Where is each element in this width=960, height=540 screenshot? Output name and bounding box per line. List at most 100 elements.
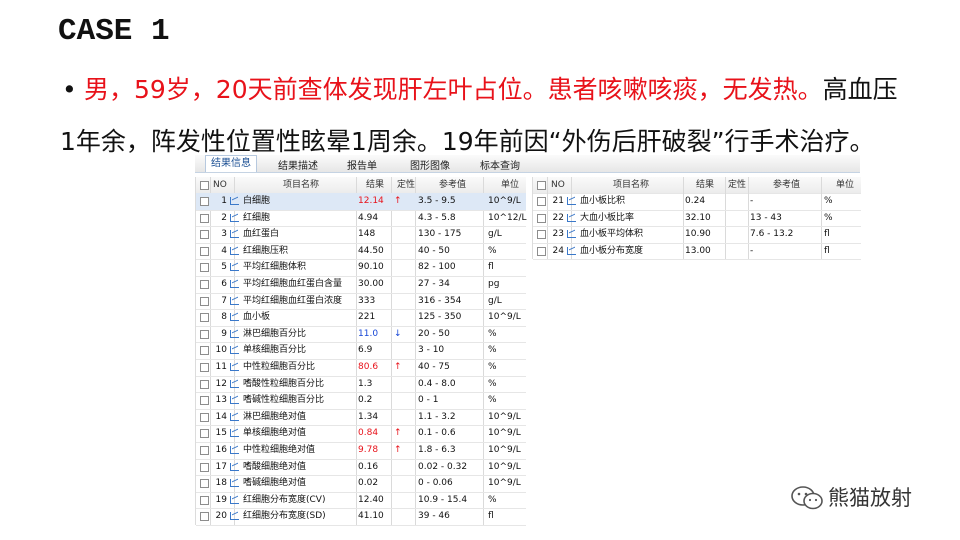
item-name: 血小板分布宽度 <box>580 245 644 256</box>
unit: % <box>824 212 833 223</box>
checkbox[interactable] <box>537 246 546 256</box>
chart-icon <box>567 213 576 222</box>
table-row[interactable]: 13 嗜碱性粒细胞百分比 0.2 0 - 1% <box>196 392 526 410</box>
tab-bar: 结果信息 结果描述 报告单 图形图像 标本查询 <box>195 155 860 173</box>
table-row[interactable]: 6 平均红细胞血红蛋白含量 30.00 27 - 34 pg <box>196 276 526 294</box>
item-name: 嗜碱性粒细胞百分比 <box>243 395 325 406</box>
table-row[interactable]: 5 平均红细胞体积 90.10 82 - 100 fl <box>196 259 526 277</box>
checkbox[interactable] <box>537 197 546 206</box>
checkbox[interactable] <box>200 197 209 206</box>
table-row[interactable]: 15 单核细胞绝对值 0.84 ↑ 0.1 - 0.6 10^9/L <box>196 425 526 443</box>
table-row[interactable]: 1 白细胞 12.14 ↑ 3.5 - 9.5 10^9/L <box>196 193 526 211</box>
checkbox[interactable] <box>537 181 546 190</box>
unit: 10^9/L <box>488 445 521 455</box>
table-row[interactable]: 8 血小板 221 125 - 350 10^9/L <box>196 309 526 327</box>
reference-range: 1.8 - 6.3 <box>418 445 456 455</box>
chart-icon <box>230 346 239 355</box>
checkbox[interactable] <box>200 446 209 455</box>
checkbox[interactable] <box>537 230 546 240</box>
chart-icon <box>230 446 239 454</box>
table-row[interactable]: 2 红细胞 4.94 4.3 - 5.8 10^12/L <box>196 210 527 228</box>
unit: % <box>488 378 497 389</box>
row-number: 8 <box>221 312 227 323</box>
chart-icon <box>230 213 239 222</box>
checkbox[interactable] <box>200 280 209 289</box>
result-value: 0.2 <box>358 395 373 406</box>
tab[interactable]: 报告单 <box>347 161 377 172</box>
reference-range: 316 - 354 <box>418 295 462 306</box>
checkbox[interactable] <box>200 379 209 389</box>
checkbox[interactable] <box>200 296 209 306</box>
item-name: 嗜酸性粒细胞百分比 <box>243 378 325 389</box>
tab[interactable]: 结果信息 <box>205 155 257 172</box>
table-row[interactable]: 14 淋巴细胞绝对值 1.34 1.1 - 3.2 10^9/L <box>196 409 526 427</box>
table-row[interactable]: 20 红细胞分布宽度(SD) 41.10 39 - 46 fl <box>196 508 526 526</box>
table-row[interactable]: 12 嗜酸性粒细胞百分比 1.3 0.4 - 8.0% <box>196 376 526 394</box>
item-name: 淋巴细胞百分比 <box>243 328 307 339</box>
table-row[interactable]: 18 嗜碱细胞绝对值 0.02 0 - 0.06 10^9/L <box>196 475 526 493</box>
reference-range: 130 - 175 <box>418 229 462 240</box>
unit: fl <box>488 262 494 273</box>
checkbox[interactable] <box>200 329 209 339</box>
item-name: 中性粒细胞百分比 <box>243 362 316 372</box>
reference-range: 13 - 43 <box>750 212 782 223</box>
body-text: 高血压1年余，阵发性位置性眩晕1周余。19年前因“外伤后肝破裂”行手术治疗。 <box>60 75 898 156</box>
checkbox[interactable] <box>200 263 209 273</box>
tab[interactable]: 结果描述 <box>278 161 318 172</box>
column-separator <box>356 177 357 525</box>
checkbox[interactable] <box>200 346 209 356</box>
checkbox[interactable] <box>200 512 209 522</box>
row-number: 4 <box>221 245 227 256</box>
result-value: 0.24 <box>685 196 706 206</box>
checkbox[interactable] <box>200 363 209 372</box>
table-row[interactable]: 23 血小板平均体积 10.90 7.6 - 13.2 fl <box>533 226 861 244</box>
table-row[interactable]: 11 中性粒细胞百分比 80.6 ↑ 40 - 75% <box>196 359 526 377</box>
table-row[interactable]: 10 单核细胞百分比 6.9 3 - 10% <box>196 342 526 360</box>
tab[interactable]: 图形图像 <box>410 161 450 172</box>
table-row[interactable]: 17 嗜酸细胞绝对值 0.16 0.02 - 0.32 10^9/L <box>196 459 526 477</box>
checkbox[interactable] <box>200 230 209 240</box>
table-row[interactable]: 9 淋巴细胞百分比 11.0 ↓ 20 - 50% <box>196 326 526 344</box>
chart-icon <box>230 479 239 488</box>
chart-icon <box>230 379 239 388</box>
table-row[interactable]: 24 血小板分布宽度 13.00 - fl <box>533 243 861 261</box>
checkbox[interactable] <box>200 429 209 439</box>
highlight-text: 男，59岁，20天前查体发现肝左叶占位。患者咳嗽咳痰，无发热。 <box>84 75 823 104</box>
table-row[interactable]: 22 大血小板比率 32.10 13 - 43% <box>533 210 861 228</box>
checkbox[interactable] <box>200 495 209 505</box>
checkbox[interactable] <box>200 313 209 323</box>
unit: 10^9/L <box>488 196 521 206</box>
result-table: NO 项目名称 结果 定性 参考值 单位 1 白细胞 12.14 ↑ 3.5 - 9.5 10^9/L… <box>195 177 527 526</box>
result-value: 6.9 <box>358 345 373 356</box>
table-row[interactable]: 7 平均红细胞血红蛋白浓度 333 316 - 354 g/L <box>196 293 526 311</box>
table-row[interactable]: 4 红细胞压积 44.50 40 - 50% <box>196 243 526 261</box>
checkbox[interactable] <box>200 246 209 256</box>
table-row[interactable]: 3 血红蛋白 148 130 - 175 g/L <box>196 226 526 244</box>
item-name: 红细胞 <box>243 212 271 223</box>
table-row[interactable]: 21 血小板比积 0.24 -% <box>533 193 861 211</box>
flag-arrow: ↑ <box>394 362 402 372</box>
reference-range: 7.6 - 13.2 <box>750 229 794 240</box>
table-row[interactable]: 16 中性粒细胞绝对值 9.78 ↑ 1.8 - 6.3 10^9/L <box>196 442 526 460</box>
row-number: 17 <box>215 461 227 472</box>
checkbox[interactable] <box>200 412 209 422</box>
table-row[interactable]: 19 红细胞分布宽度(CV) 12.40 10.9 - 15.4% <box>196 492 526 510</box>
checkbox[interactable] <box>537 213 546 223</box>
chart-icon <box>230 495 239 504</box>
unit: fl <box>488 511 494 522</box>
reference-range: 39 - 46 <box>418 511 450 522</box>
checkbox[interactable] <box>200 462 209 472</box>
unit: 10^12/L <box>488 212 527 223</box>
checkbox[interactable] <box>200 396 209 406</box>
unit: 10^9/L <box>488 461 521 472</box>
reference-range: 3 - 10 <box>418 345 445 356</box>
result-value: 32.10 <box>685 212 711 223</box>
tab[interactable]: 标本查询 <box>480 161 520 172</box>
checkbox[interactable] <box>200 181 209 190</box>
checkbox[interactable] <box>200 213 209 223</box>
chart-icon <box>230 313 239 322</box>
checkbox[interactable] <box>200 479 209 489</box>
chart-icon <box>230 263 239 272</box>
chart-icon <box>230 429 239 438</box>
reference-range: 27 - 34 <box>418 279 450 289</box>
